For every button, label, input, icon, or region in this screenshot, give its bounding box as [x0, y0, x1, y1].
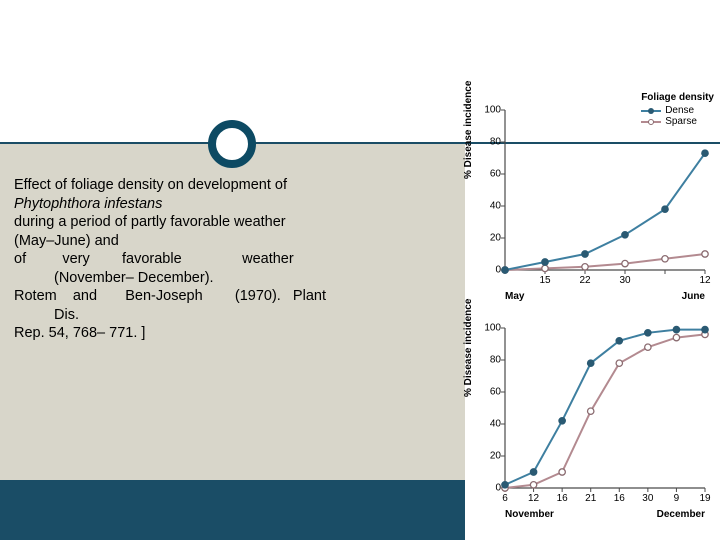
plot-area: 02040608010015223012MayJune — [505, 110, 705, 270]
caption-line: (November– December). — [14, 269, 451, 288]
y-tick-label: 20 — [477, 233, 501, 244]
x-month-label: December — [657, 509, 705, 520]
y-tick-label: 60 — [477, 169, 501, 180]
citation-line: Dis. — [14, 306, 451, 325]
x-tick-label: 30 — [619, 275, 630, 286]
chart-svg — [505, 110, 705, 270]
y-tick-label: 0 — [477, 483, 501, 494]
y-tick-label: 0 — [477, 265, 501, 276]
x-month-label: November — [505, 509, 554, 520]
x-tick-label: 12 — [699, 275, 710, 286]
x-tick-label: 19 — [699, 493, 710, 504]
chart-nov-dec: % Disease incidence 02040608010061216211… — [465, 308, 720, 526]
caption-line: (May–June) and — [14, 232, 451, 251]
x-tick-label: 21 — [585, 493, 596, 504]
x-tick-label: 16 — [557, 493, 568, 504]
y-tick-label: 100 — [477, 105, 501, 116]
species-name: Phytophthora infestans — [14, 195, 451, 214]
footer-band — [0, 480, 465, 540]
caption-line: during a period of partly favorable weat… — [14, 213, 451, 232]
y-tick-label: 80 — [477, 355, 501, 366]
y-tick-label: 60 — [477, 387, 501, 398]
y-axis-label: % Disease incidence — [463, 299, 474, 397]
x-month-label: May — [505, 291, 524, 302]
y-tick-label: 100 — [477, 323, 501, 334]
y-axis-label: % Disease incidence — [463, 81, 474, 179]
x-tick-label: 30 — [642, 493, 653, 504]
chart-may-june: Foliage density Dense Sparse % Disease i… — [465, 90, 720, 308]
citation-line: Rotem and Ben-Joseph (1970). Plant — [14, 287, 451, 306]
x-tick-label: 12 — [528, 493, 539, 504]
x-tick-label: 6 — [502, 493, 508, 504]
y-tick-label: 40 — [477, 419, 501, 430]
y-tick-label: 80 — [477, 137, 501, 148]
y-tick-label: 40 — [477, 201, 501, 212]
x-tick-label: 9 — [674, 493, 680, 504]
plot-area: 02040608010061216211630919NovemberDecemb… — [505, 328, 705, 488]
chart-svg — [505, 328, 705, 488]
y-tick-label: 20 — [477, 451, 501, 462]
legend-title: Foliage density — [641, 92, 714, 103]
charts-container: Foliage density Dense Sparse % Disease i… — [465, 90, 720, 530]
x-month-label: June — [682, 291, 705, 302]
x-tick-label: 15 — [539, 275, 550, 286]
x-tick-label: 22 — [579, 275, 590, 286]
caption-line: of very favorable weather — [14, 250, 451, 269]
caption-line: Effect of foliage density on development… — [14, 176, 451, 195]
x-tick-label: 16 — [614, 493, 625, 504]
citation-line: Rep. 54, 768– 771. ] — [14, 324, 451, 343]
ring-decoration — [208, 120, 256, 168]
